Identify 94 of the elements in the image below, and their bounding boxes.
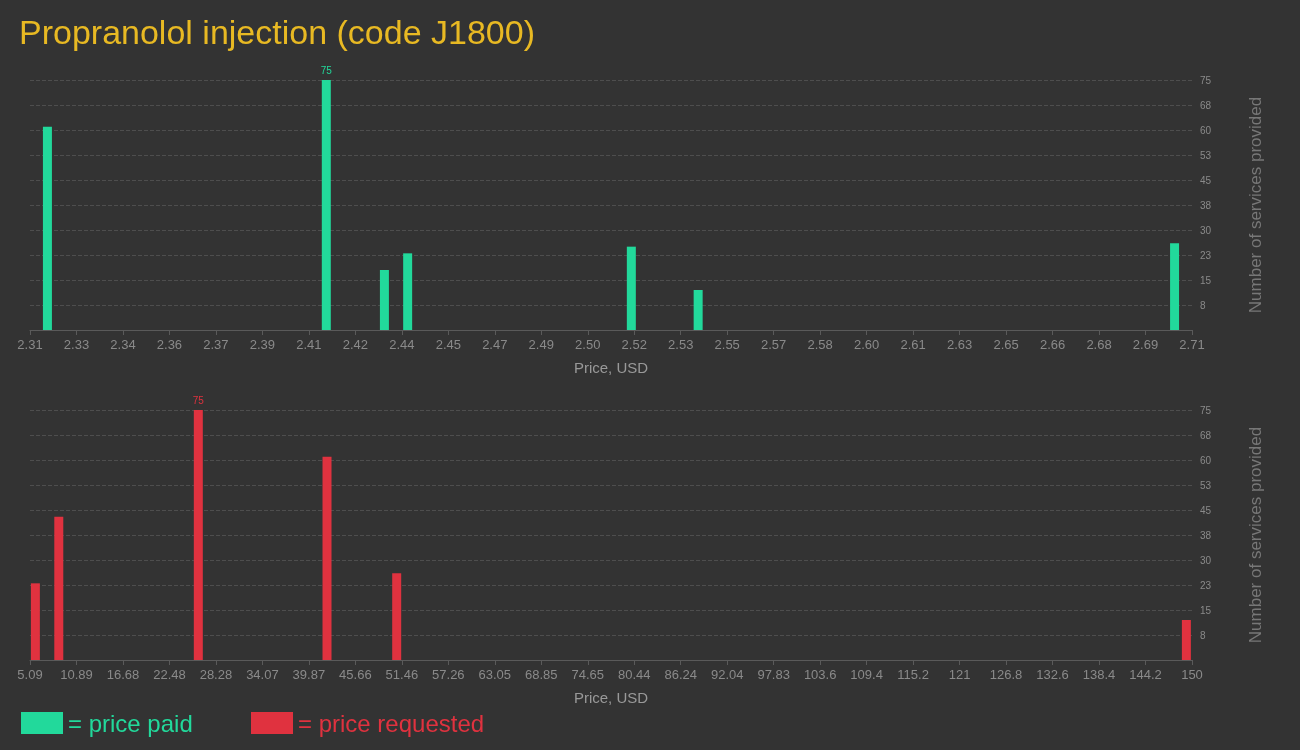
bar: [403, 253, 413, 330]
y-tick-label: 68: [1200, 429, 1212, 441]
y-tick-label: 30: [1200, 224, 1212, 236]
y-tick-label: 60: [1200, 454, 1212, 466]
x-tick-label: 2.31: [17, 337, 43, 352]
x-tick-label: 28.28: [199, 667, 233, 682]
bar: [30, 583, 40, 660]
y-tick-label: 45: [1200, 174, 1212, 186]
bar: [626, 246, 636, 330]
x-tick-label: 109.4: [850, 667, 883, 682]
x-tick-label: 2.55: [714, 337, 740, 352]
x-tick-label: 10.89: [60, 667, 93, 682]
x-tick-label: 57.26: [432, 667, 465, 682]
x-tick-label: 138.4: [1082, 667, 1116, 682]
x-tick-label: 2.37: [203, 337, 229, 352]
y-tick-label: 45: [1200, 504, 1212, 516]
x-tick-label: 2.69: [1132, 337, 1159, 352]
x-tick-label: 121: [948, 667, 971, 682]
x-tick-label: 2.60: [853, 337, 880, 352]
x-tick-label: 2.66: [1039, 337, 1066, 352]
x-tick-label: 2.47: [482, 337, 508, 352]
data-label: 75: [192, 394, 205, 406]
x-tick-label: 115.2: [897, 667, 929, 682]
x-tick-label: 68.85: [525, 667, 558, 682]
x-tick-label: 2.57: [761, 337, 787, 352]
x-tick-label: 16.68: [106, 667, 140, 682]
y-tick-label: 38: [1200, 529, 1212, 541]
x-tick-label: 2.42: [342, 337, 369, 352]
x-tick-label: 126.8: [989, 667, 1023, 682]
x-tick-label: 2.58: [807, 337, 833, 352]
chart-title: Propranolol injection (code J1800): [19, 13, 535, 51]
bar: [392, 573, 402, 660]
x-tick-label: 39.87: [292, 667, 326, 682]
x-tick-label: 103.6: [803, 667, 837, 682]
x-tick-label: 132.6: [1036, 667, 1069, 682]
x-tick-label: 86.24: [664, 667, 697, 682]
x-tick-label: 150: [1181, 667, 1203, 682]
x-tick-label: 63.05: [478, 667, 512, 682]
x-tick-label: 2.39: [249, 337, 276, 352]
x-tick-label: 2.53: [668, 337, 694, 352]
bar: [1181, 620, 1191, 660]
bar: [1170, 243, 1180, 330]
x-tick-label: 2.63: [946, 337, 973, 352]
legend-label: = price paid: [68, 709, 193, 737]
y-tick-label: 15: [1200, 274, 1212, 286]
y-tick-label: 30: [1200, 554, 1212, 566]
data-label: 75: [320, 64, 333, 76]
y-tick-label: 15: [1200, 604, 1212, 616]
bar: [322, 456, 332, 660]
x-axis-title: Price, USD: [573, 689, 649, 706]
x-tick-label: 2.71: [1179, 337, 1205, 352]
y-tick-label: 8: [1200, 629, 1206, 641]
y-tick-label: 23: [1200, 579, 1212, 591]
y-tick-label: 23: [1200, 249, 1212, 261]
x-tick-label: 2.52: [621, 337, 647, 352]
x-tick-label: 2.68: [1086, 337, 1112, 352]
x-tick-label: 45.66: [339, 667, 372, 682]
x-tick-label: 5.09: [17, 667, 43, 682]
y-axis-title: Number of services provided: [1246, 426, 1265, 644]
x-tick-label: 2.36: [156, 337, 183, 352]
legend-label: = price requested: [298, 709, 485, 737]
y-axis-title: Number of services provided: [1246, 96, 1265, 314]
x-tick-label: 34.07: [246, 667, 279, 682]
bar: [321, 80, 331, 330]
x-tick-label: 92.04: [710, 667, 744, 682]
x-tick-label: 2.41: [296, 337, 322, 352]
x-tick-label: 74.65: [571, 667, 605, 682]
y-tick-label: 68: [1200, 99, 1212, 111]
y-tick-label: 53: [1200, 149, 1212, 161]
x-tick-label: 2.44: [389, 337, 415, 352]
y-tick-label: 38: [1200, 199, 1212, 211]
x-tick-label: 2.61: [900, 337, 926, 352]
x-tick-label: 2.34: [110, 337, 136, 352]
bar: [42, 126, 52, 330]
x-tick-label: 97.83: [757, 667, 790, 682]
bar: [54, 516, 64, 660]
x-tick-label: 80.44: [617, 667, 651, 682]
y-tick-label: 60: [1200, 124, 1212, 136]
y-tick-label: 75: [1200, 404, 1212, 416]
x-axis-title: Price, USD: [573, 359, 649, 376]
y-tick-label: 8: [1200, 299, 1206, 311]
x-tick-label: 2.33: [63, 337, 90, 352]
bar: [379, 270, 389, 330]
x-tick-label: 2.49: [528, 337, 554, 352]
bar: [693, 290, 703, 330]
x-tick-label: 2.65: [993, 337, 1019, 352]
bar: [193, 410, 203, 660]
x-tick-label: 22.48: [153, 667, 186, 682]
x-tick-label: 51.46: [385, 667, 419, 682]
x-tick-label: 2.45: [435, 337, 461, 352]
y-tick-label: 75: [1200, 74, 1212, 86]
x-tick-label: 2.50: [575, 337, 601, 352]
y-tick-label: 53: [1200, 479, 1212, 491]
x-tick-label: 144.2: [1129, 667, 1162, 682]
